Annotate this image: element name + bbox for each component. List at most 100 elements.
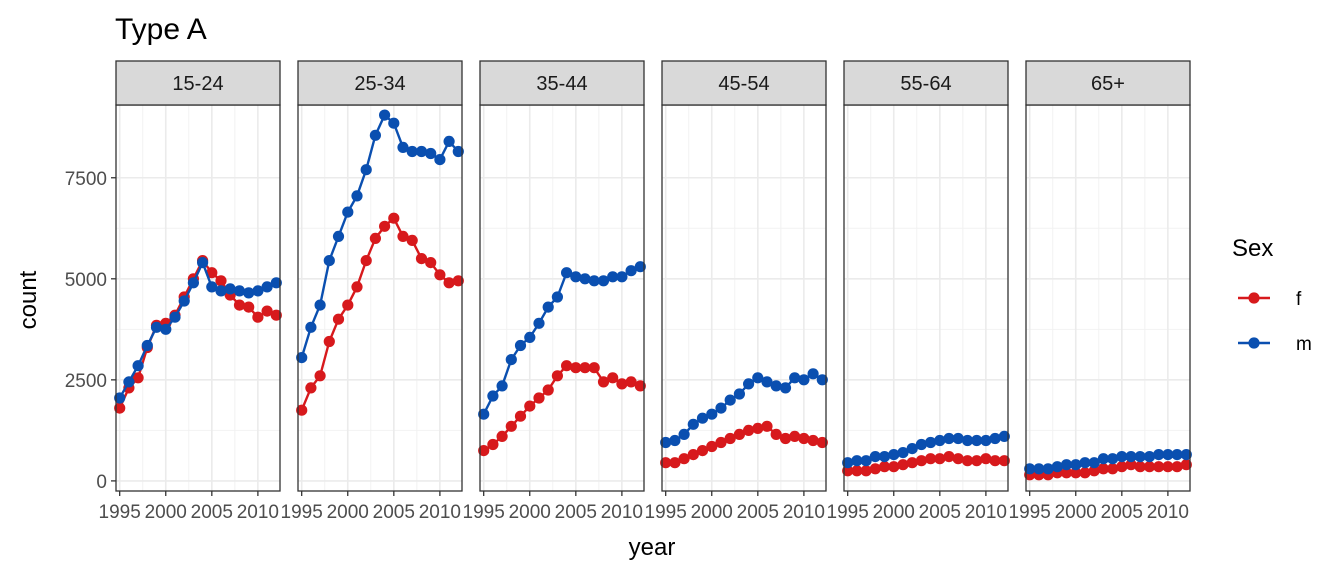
data-point-m — [452, 145, 464, 158]
x-tick-label: 1995 — [827, 502, 869, 523]
data-point-f — [696, 445, 709, 457]
data-point-m — [443, 135, 455, 147]
data-point-f — [842, 465, 854, 477]
data-point-f — [270, 309, 282, 321]
facet-panel-45-54: 45-54 1995 2000 2005 2010 — [645, 60, 828, 523]
data-point-m — [770, 380, 782, 392]
legend-key-point — [1248, 337, 1260, 349]
data-point-m — [305, 321, 317, 333]
data-point-f — [743, 424, 755, 436]
data-point-m — [724, 394, 736, 406]
data-point-f — [524, 400, 536, 412]
data-point-m — [616, 271, 628, 283]
data-point-m — [323, 255, 335, 267]
data-point-f — [379, 220, 391, 232]
legend-key-point — [1248, 292, 1260, 304]
data-point-m — [915, 438, 928, 451]
data-point-f — [706, 440, 718, 453]
data-point-m — [961, 434, 974, 447]
data-point-m — [1024, 463, 1036, 475]
data-point-m — [607, 271, 619, 283]
data-point-m — [696, 412, 709, 424]
data-point-m — [314, 299, 326, 311]
data-point-f — [625, 376, 637, 388]
data-point-m — [687, 418, 699, 430]
data-point-m — [187, 277, 199, 289]
data-point-m — [252, 285, 264, 297]
data-point-f — [579, 362, 591, 374]
x-tick-label: 1995 — [463, 502, 505, 523]
data-point-m — [1033, 463, 1045, 475]
data-point-m — [261, 281, 273, 293]
x-tick-label: 2010 — [783, 502, 825, 523]
data-point-f — [388, 212, 400, 224]
legend-label: f — [1296, 289, 1302, 310]
data-point-m — [1125, 451, 1137, 463]
data-point-f — [597, 376, 610, 388]
data-point-m — [150, 321, 163, 333]
data-point-f — [878, 461, 891, 473]
data-point-f — [660, 457, 672, 469]
data-point-m — [798, 374, 810, 386]
data-point-m — [561, 267, 573, 279]
facet-strip — [479, 60, 645, 106]
data-point-m — [842, 457, 854, 469]
data-point-m — [570, 271, 582, 283]
data-point-m — [533, 317, 545, 329]
x-tick-label: 2000 — [873, 502, 915, 523]
data-point-m — [678, 428, 690, 440]
facet-strip — [843, 60, 1009, 106]
data-point-m — [132, 360, 144, 372]
data-point-m — [761, 376, 773, 388]
data-point-m — [551, 291, 564, 303]
data-point-f — [561, 360, 573, 372]
data-point-m — [351, 190, 363, 202]
data-point-f — [807, 434, 819, 447]
data-point-f — [989, 455, 1001, 467]
panel-background — [1026, 105, 1190, 491]
data-point-m — [625, 265, 637, 277]
legend-label: m — [1296, 334, 1312, 355]
data-point-f — [261, 305, 273, 317]
data-point-f — [243, 301, 255, 313]
facet-strip-label: 15-24 — [172, 73, 223, 95]
data-point-f — [1070, 467, 1082, 479]
x-tick-label: 2000 — [691, 502, 733, 523]
data-point-f — [305, 382, 317, 394]
data-point-m — [851, 455, 863, 467]
data-point-f — [897, 459, 909, 471]
legend: Sex f m — [1232, 235, 1312, 355]
data-point-m — [1097, 453, 1109, 465]
data-point-f — [314, 370, 326, 382]
data-point-f — [1116, 461, 1128, 473]
data-point-m — [934, 434, 946, 447]
data-point-m — [397, 141, 409, 153]
x-tick-label: 1995 — [1009, 502, 1051, 523]
data-point-f — [487, 438, 499, 451]
data-point-m — [505, 354, 517, 366]
data-point-m — [1051, 461, 1063, 473]
data-point-f — [296, 404, 308, 416]
x-tick-label: 2005 — [919, 502, 961, 523]
data-point-f — [906, 457, 918, 469]
data-point-f — [406, 234, 418, 246]
data-point-f — [570, 362, 582, 374]
data-point-m — [487, 390, 499, 402]
data-point-f — [1097, 463, 1109, 475]
data-point-f — [678, 453, 690, 465]
data-point-m — [634, 261, 646, 273]
facet-strip — [661, 60, 827, 106]
data-point-m — [360, 164, 372, 176]
data-point-f — [724, 432, 736, 445]
data-point-m — [952, 432, 964, 445]
data-point-f — [980, 453, 992, 465]
data-point-f — [1153, 461, 1165, 473]
data-point-m — [243, 287, 255, 299]
data-point-m — [233, 285, 246, 297]
facet-strip-label: 35-44 — [536, 73, 587, 95]
facet-panel-15-24: 15-24 1995 2000 2005 2010 0 2500 5000 7500 — [65, 60, 282, 523]
x-tick-label: 2010 — [965, 502, 1007, 523]
y-tick-label: 2500 — [65, 371, 107, 392]
data-point-m — [943, 432, 955, 445]
